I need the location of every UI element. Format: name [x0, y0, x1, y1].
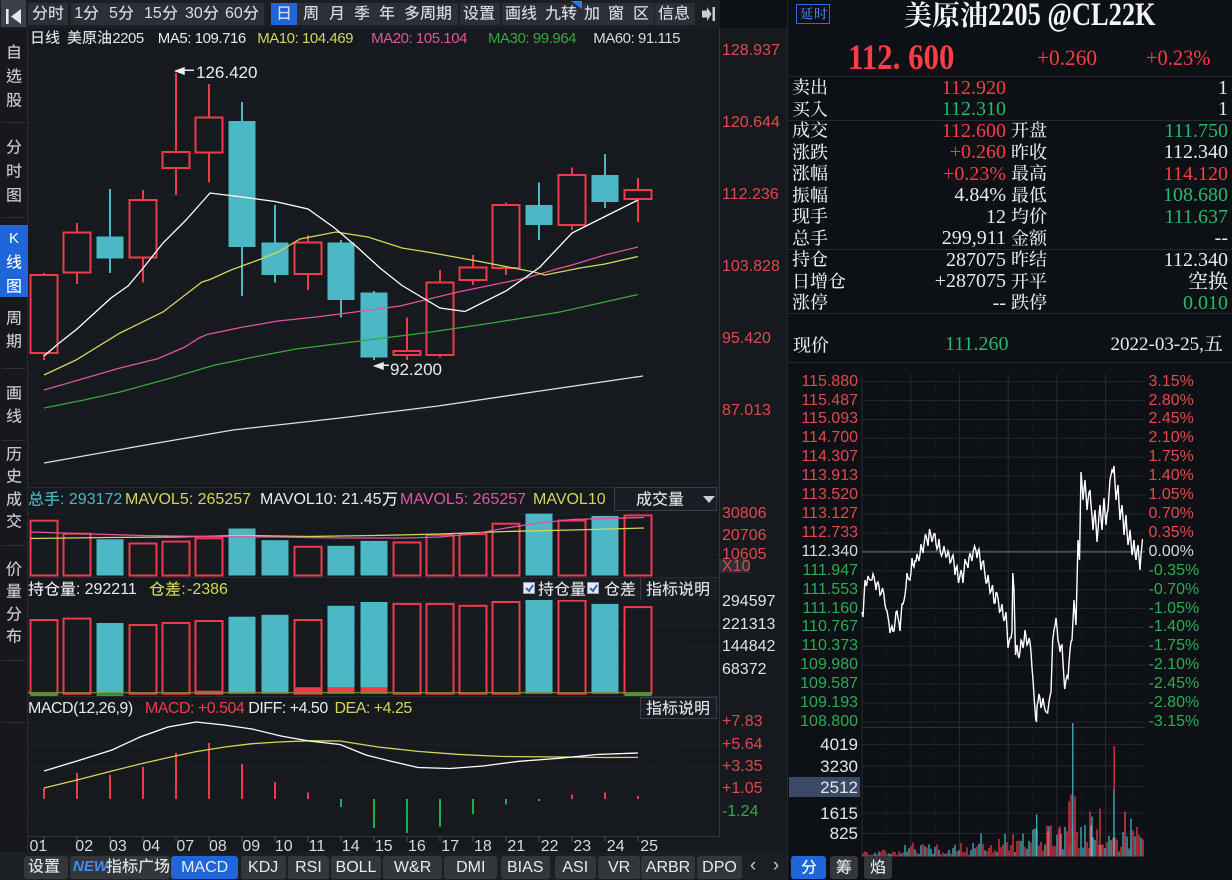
svg-text:92.200: 92.200	[390, 360, 442, 379]
svg-text:126.420: 126.420	[196, 63, 257, 82]
